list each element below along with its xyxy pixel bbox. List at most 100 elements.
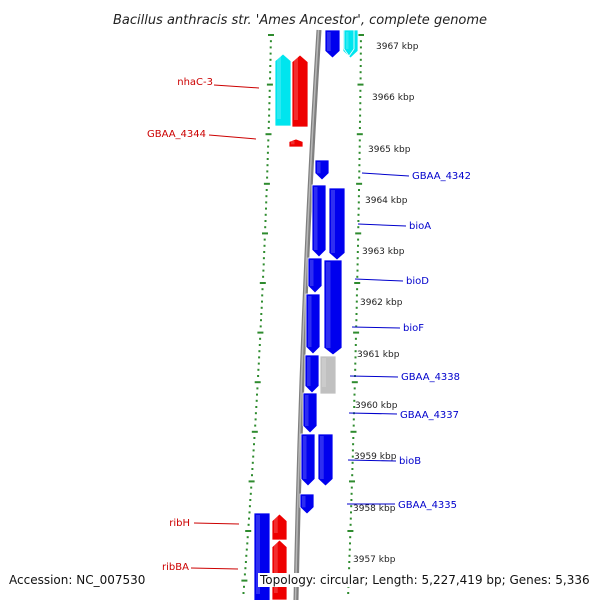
gene-feature[interactable] — [305, 293, 321, 355]
tick-mark — [254, 412, 257, 415]
gene-feature[interactable] — [311, 184, 327, 258]
gene-feature-highlight — [326, 262, 331, 348]
gene-feature[interactable] — [300, 433, 316, 487]
gene-feature-highlight — [331, 190, 335, 253]
tick-mark — [267, 145, 270, 148]
tick-mark — [358, 158, 361, 160]
tick-mark — [354, 282, 361, 284]
gene-label-biod[interactable]: bioD — [406, 276, 429, 287]
kbp-label: 3957 kbp — [353, 555, 396, 565]
tick-mark — [257, 362, 260, 365]
tick-mark — [350, 492, 353, 495]
gene-feature[interactable] — [319, 355, 337, 395]
tick-mark — [351, 461, 354, 464]
tick-mark — [245, 548, 248, 551]
tick-mark — [358, 145, 361, 148]
tick-mark — [269, 52, 272, 55]
kbp-label: 3963 kbp — [362, 247, 405, 257]
tick-mark — [349, 517, 352, 520]
tick-mark — [269, 46, 272, 49]
gene-feature-highlight — [291, 141, 295, 145]
gene-feature[interactable] — [307, 257, 323, 294]
gene-feature[interactable] — [328, 187, 346, 261]
tick-mark — [359, 96, 362, 98]
tick-mark — [269, 77, 271, 80]
gene-feature[interactable] — [343, 29, 355, 57]
tick-mark — [354, 337, 357, 340]
tick-mark — [355, 294, 358, 297]
gene-label-gbaa-4344[interactable]: GBAA_4344 — [147, 129, 206, 140]
tick-mark — [359, 58, 362, 61]
gene-feature-highlight — [317, 162, 321, 174]
tick-mark — [246, 536, 249, 539]
tick-mark — [259, 325, 262, 328]
tick-mark — [356, 288, 359, 291]
tick-mark — [249, 499, 252, 501]
gene-feature[interactable] — [304, 354, 320, 394]
gene-label-gbaa-4335[interactable]: GBAA_4335 — [398, 500, 457, 511]
tick-mark — [353, 393, 356, 396]
tick-mark — [352, 443, 355, 446]
tick-mark — [256, 387, 259, 390]
gene-label-ribh[interactable]: ribH — [169, 518, 190, 529]
gene-label-biob[interactable]: bioB — [399, 456, 421, 467]
tick-mark — [358, 34, 364, 36]
gene-feature[interactable] — [299, 493, 315, 515]
gene-feature[interactable] — [288, 138, 304, 148]
tick-mark — [358, 170, 361, 173]
gene-label-nhac-3[interactable]: nhaC-3 — [177, 77, 213, 88]
gene-label-ribba[interactable]: ribBA — [162, 562, 189, 573]
tick-mark — [348, 561, 351, 563]
gene-feature-highlight — [302, 496, 306, 508]
tick-mark — [266, 83, 273, 86]
tick-mark — [359, 120, 361, 123]
tick-mark — [355, 306, 358, 309]
gene-label-gbaa-4337[interactable]: GBAA_4337 — [400, 410, 459, 421]
tick-mark — [252, 455, 255, 458]
gene-feature-highlight — [308, 296, 312, 347]
tick-mark — [269, 58, 272, 61]
gene-feature[interactable] — [317, 433, 334, 487]
tick-mark — [268, 108, 271, 111]
tick-mark — [265, 207, 267, 210]
tick-mark — [243, 573, 246, 576]
gene-feature[interactable] — [324, 29, 341, 59]
gene-feature[interactable] — [291, 54, 309, 128]
tick-mark — [268, 102, 271, 105]
tick-mark — [264, 226, 267, 229]
tick-mark — [354, 350, 357, 353]
kbp-scale: 3967 kbp 3966 kbp 3965 kbp 3964 kbp 3963… — [353, 42, 419, 565]
gene-label-gbaa-4342[interactable]: GBAA_4342 — [412, 171, 471, 182]
kbp-label: 3966 kbp — [372, 93, 415, 103]
kbp-label: 3967 kbp — [376, 42, 419, 52]
tick-mark — [347, 592, 350, 594]
tick-mark — [257, 368, 260, 371]
gene-label-biof[interactable]: bioF — [403, 323, 424, 334]
gene-feature[interactable] — [274, 53, 292, 127]
accession-text: Accession: NC_007530 — [9, 573, 146, 587]
gene-feature-highlight — [294, 57, 298, 120]
tick-mark — [356, 251, 359, 253]
gene-label-gbaa-4338[interactable]: GBAA_4338 — [401, 372, 460, 383]
tick-mark — [355, 313, 358, 315]
tick-mark — [350, 486, 353, 489]
tick-mark — [243, 585, 245, 588]
gene-feature[interactable] — [323, 259, 343, 356]
tick-mark — [349, 523, 352, 526]
tick-mark — [264, 213, 267, 216]
gene-feature-highlight — [303, 436, 307, 479]
gene-feature[interactable] — [302, 392, 318, 434]
tick-mark — [248, 517, 250, 520]
tick-mark — [351, 474, 354, 477]
tick-mark — [353, 399, 356, 402]
tick-mark — [359, 102, 362, 105]
tick-mark — [354, 368, 357, 371]
gene-feature-highlight — [256, 515, 260, 594]
tick-mark — [268, 96, 271, 98]
tick-mark — [251, 430, 258, 433]
tick-mark — [247, 523, 250, 526]
gene-feature[interactable] — [314, 159, 330, 181]
tick-mark — [256, 393, 258, 396]
tick-mark — [349, 480, 355, 483]
gene-label-bioa[interactable]: bioA — [409, 221, 431, 232]
